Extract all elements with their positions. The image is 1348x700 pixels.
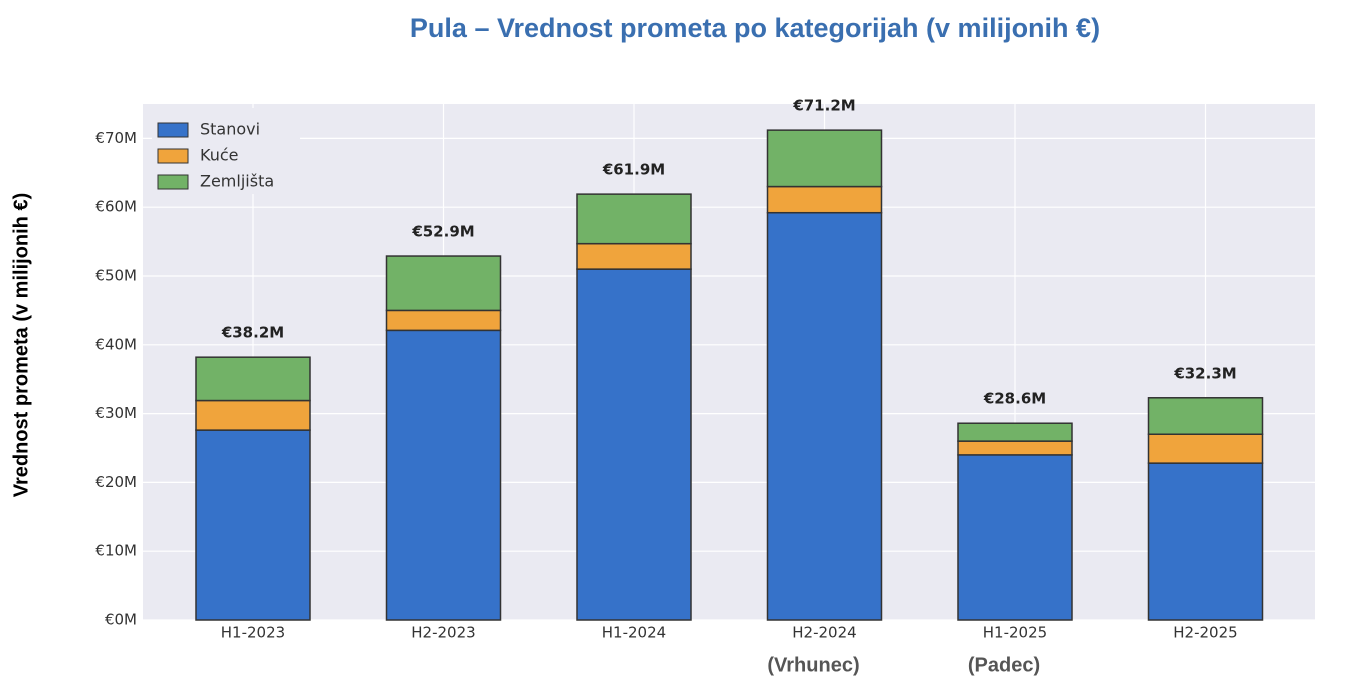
bar-segment <box>766 185 883 214</box>
bar-segment <box>195 399 311 431</box>
legend-label: Kuće <box>200 146 238 165</box>
y-tick-label: €50M <box>95 267 137 285</box>
total-label: €52.9M <box>411 223 474 241</box>
y-tick-label: €0M <box>105 611 137 629</box>
y-tick-label: €70M <box>95 129 137 147</box>
bar-segment <box>957 454 1073 621</box>
bar-segment <box>195 429 311 621</box>
total-label: €61.9M <box>602 161 665 179</box>
y-tick-label: €60M <box>95 198 137 216</box>
y-tick-label: €10M <box>95 542 137 560</box>
total-label: €38.2M <box>221 324 284 342</box>
x-tick-label: H2-2024 <box>792 624 856 642</box>
legend-label: Zemljišta <box>200 172 274 191</box>
bar-segment <box>385 329 502 621</box>
y-tick-label: €40M <box>95 335 137 353</box>
legend-swatch <box>157 174 189 190</box>
total-label: €71.2M <box>792 97 855 115</box>
y-tick-label: €20M <box>95 473 137 491</box>
bar-segment <box>1147 433 1264 464</box>
bar-segment <box>957 422 1073 442</box>
bar-segment <box>957 440 1073 456</box>
annotation: (Padec) <box>968 654 1040 676</box>
bar-segment <box>385 255 502 312</box>
bar-segment <box>766 129 883 188</box>
bar-segment <box>1147 397 1264 435</box>
chart-title: Pula – Vrednost prometa po kategorijah (… <box>410 13 1100 43</box>
y-axis-label: Vrednost prometa (v milijonih €) <box>10 193 32 498</box>
x-tick-label: H1-2025 <box>983 624 1047 642</box>
plot-area <box>143 104 1315 620</box>
bar-segment <box>576 242 692 270</box>
bar-segment <box>576 268 692 621</box>
bar-segment <box>576 193 692 245</box>
x-tick-label: H1-2024 <box>602 624 666 642</box>
x-tick-label: H1-2023 <box>221 624 285 642</box>
total-label: €32.3M <box>1173 364 1236 382</box>
bar-segment <box>195 356 311 402</box>
bar-segment <box>385 309 502 332</box>
legend-swatch <box>157 122 189 138</box>
total-label: €28.6M <box>983 390 1046 408</box>
legend-swatch <box>157 148 189 164</box>
bar-segment <box>1147 462 1264 621</box>
bar-segment <box>766 211 883 621</box>
x-tick-label: H2-2025 <box>1173 624 1237 642</box>
x-tick-label: H2-2023 <box>411 624 475 642</box>
legend-label: Stanovi <box>200 120 260 139</box>
annotation: (Vrhunec) <box>767 654 859 676</box>
y-tick-label: €30M <box>95 404 137 422</box>
